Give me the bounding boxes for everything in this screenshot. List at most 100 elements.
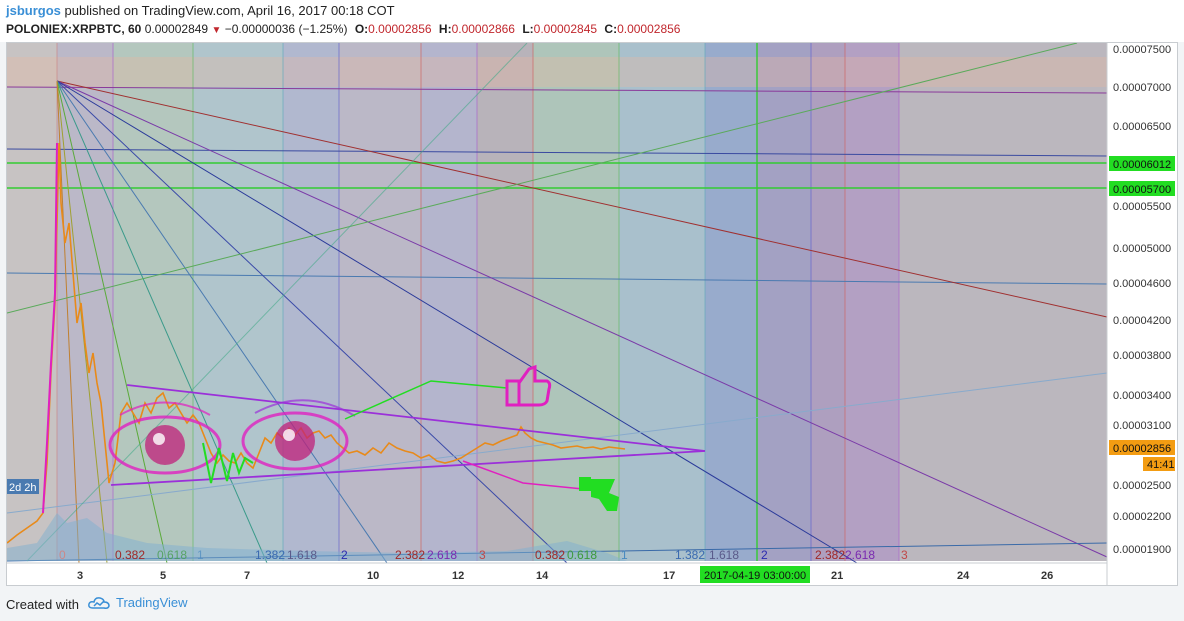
svg-text:0.00002856: 0.00002856 — [1113, 443, 1171, 455]
published-text: published on TradingView.com, April 16, … — [64, 3, 395, 18]
fib-label: 3 — [479, 548, 486, 562]
fib-time-zones — [7, 43, 1107, 561]
time-axis-bg — [7, 563, 1107, 585]
price-tick: 0.00007000 — [1113, 82, 1171, 94]
time-zone-band — [811, 43, 845, 561]
time-zone-band — [845, 43, 899, 561]
green-level-label: 0.00006012 — [1109, 156, 1175, 171]
fib-label: 0 — [59, 548, 66, 562]
thumbs-up-pointer — [344, 380, 508, 420]
triangle-upper — [126, 384, 706, 452]
open-label: O: — [354, 22, 369, 36]
fib-label: 0.618 — [157, 548, 187, 562]
time-axis: 3 5 7 10 12 14 17 21 24 26 — [77, 570, 1053, 582]
fib-label: 1.618 — [287, 548, 317, 562]
high-label: H: — [438, 22, 452, 36]
price-wick — [42, 142, 58, 514]
fib-label: 0.382 — [115, 548, 145, 562]
fib-label: 0.382 — [535, 548, 565, 562]
price-tick: 0.00003100 — [1113, 420, 1171, 432]
svg-text:0.00006012: 0.00006012 — [1113, 159, 1171, 171]
low-label: L: — [522, 22, 534, 36]
green-level-label: 0.00005700 — [1109, 181, 1175, 196]
author-link[interactable]: jsburgos — [6, 3, 61, 18]
time-tick: 24 — [957, 570, 970, 582]
price-series — [7, 142, 626, 544]
footer: Created with TradingView — [0, 588, 1184, 621]
drawings — [108, 364, 619, 511]
thumbs-up-icon — [505, 364, 552, 407]
time-tick: 5 — [160, 570, 166, 582]
price-tick: 0.00002500 — [1113, 480, 1171, 492]
volume-bars — [7, 513, 627, 561]
time-tick: 3 — [77, 570, 83, 582]
close-label: C: — [604, 22, 618, 36]
time-tick: 10 — [367, 570, 379, 582]
time-zone-band — [899, 43, 1107, 561]
high-value: 0.00002866 — [451, 22, 515, 36]
time-tick: 14 — [536, 570, 549, 582]
low-value: 0.00002845 — [533, 22, 598, 36]
price-tick: 0.00003800 — [1113, 350, 1171, 362]
fib-label: 2.382 — [395, 548, 425, 562]
svg-text:2d 2h: 2d 2h — [9, 482, 37, 494]
price-tick: 0.00004200 — [1113, 315, 1171, 327]
close-value: 0.00002856 — [617, 22, 681, 36]
fib-label: 0.618 — [567, 548, 597, 562]
price-tick: 0.00001900 — [1113, 544, 1171, 556]
current-price-tag: 0.00002856 41:41 — [1109, 440, 1175, 471]
countdown: 41:41 — [1147, 459, 1175, 471]
thumbs-down-pointer — [462, 460, 584, 490]
fib-label: 1 — [621, 548, 628, 562]
chart-canvas[interactable]: 0 0.382 0.618 1 1.382 1.618 2 2.382 2.61… — [7, 43, 1177, 585]
time-tick: 21 — [831, 570, 843, 582]
chart-area[interactable]: 0 0.382 0.618 1 1.382 1.618 2 2.382 2.61… — [6, 42, 1178, 586]
time-tick: 7 — [244, 570, 250, 582]
time-tick: 12 — [452, 570, 464, 582]
time-zone-band — [421, 43, 477, 561]
tradingview-link[interactable]: TradingView — [88, 595, 188, 610]
price-tick: 0.00002200 — [1113, 511, 1171, 523]
price-axis: 0.00007500 0.00007000 0.00006500 0.00005… — [1113, 44, 1171, 556]
price-tick: 0.00003400 — [1113, 390, 1171, 402]
price-change: −0.00000036 (−1.25%) — [224, 22, 348, 36]
overlay-shade — [7, 43, 1107, 561]
fib-label: 1.382 — [675, 548, 705, 562]
fib-label: 2.382 — [815, 548, 845, 562]
created-with-text: Created with — [6, 597, 79, 612]
zigzag-stroke — [202, 442, 254, 484]
price-axis-bg — [1107, 43, 1177, 585]
zone-dividers — [56, 43, 900, 561]
left-interval-tag: 2d 2h — [7, 479, 39, 494]
time-zone-band — [339, 43, 421, 561]
price-tick: 0.00005000 — [1113, 243, 1171, 255]
time-tick: 26 — [1041, 570, 1053, 582]
tradingview-label: TradingView — [116, 595, 188, 610]
fib-label: 1 — [197, 548, 204, 562]
gann-fan-lines — [7, 43, 1108, 564]
price-tick: 0.00005500 — [1113, 201, 1171, 213]
time-zone-band — [57, 43, 113, 561]
price-tick: 0.00004600 — [1113, 278, 1171, 290]
time-zone-band — [757, 43, 811, 561]
fib-label: 1.382 — [255, 548, 285, 562]
horizontal-levels — [7, 86, 1108, 285]
eye-icon — [108, 401, 222, 475]
chart-header: jsburgos published on TradingView.com, A… — [0, 0, 1184, 42]
tradingview-cloud-icon — [88, 596, 110, 609]
price-line — [7, 142, 626, 544]
symbol-name: POLONIEX:XRPBTC, 60 — [6, 22, 142, 36]
time-zone-band — [619, 43, 705, 561]
volume-area — [7, 513, 627, 561]
open-value: 0.00002856 — [368, 22, 432, 36]
time-zone-band — [533, 43, 619, 561]
eye-icon — [241, 399, 356, 471]
down-arrow-icon: ▼ — [211, 25, 222, 36]
publish-line: jsburgos published on TradingView.com, A… — [6, 3, 395, 18]
fib-label: 1.618 — [709, 548, 739, 562]
fib-label: 3 — [901, 548, 908, 562]
last-price: 0.00002849 — [144, 22, 209, 36]
svg-text:2017-04-19 03:00:00: 2017-04-19 03:00:00 — [704, 570, 806, 582]
time-cursor-label: 2017-04-19 03:00:00 — [700, 566, 810, 583]
fib-labels-row: 0 0.382 0.618 1 1.382 1.618 2 2.382 2.61… — [59, 548, 908, 562]
